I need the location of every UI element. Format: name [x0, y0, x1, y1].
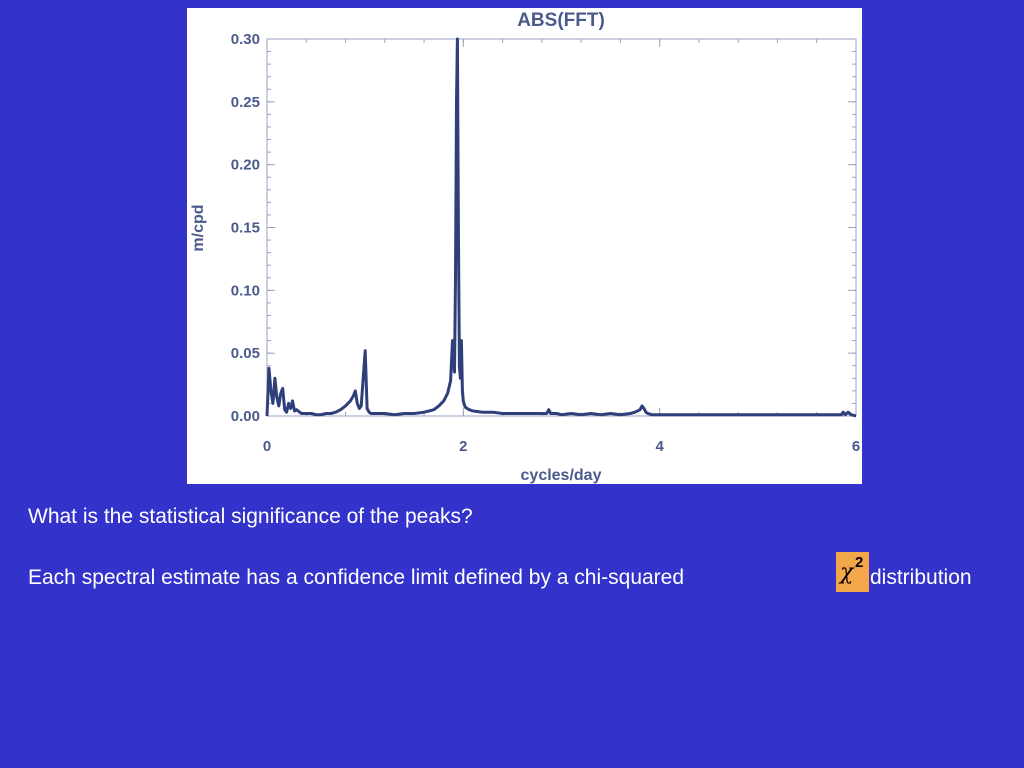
- statement-text: Each spectral estimate has a confidence …: [28, 566, 685, 589]
- chi-letter: χ: [840, 560, 854, 585]
- x-tick-label: 4: [655, 438, 664, 455]
- chart-title: ABS(FFT): [517, 10, 605, 31]
- chart-panel: ABS(FFT) 0.00 0.05 0.10 0.15 0.20 0.25 0.30 0 2…: [187, 8, 862, 484]
- y-tick-label: 0.20: [231, 157, 260, 174]
- distribution-word: distribution: [870, 566, 972, 589]
- y-tick-label: 0.10: [231, 282, 260, 299]
- y-tick-label: 0.25: [231, 94, 260, 111]
- x-axis-ticks: 0 2 4 6: [263, 39, 860, 455]
- y-axis-ticks: 0.00 0.05 0.10 0.15 0.20 0.25 0.30: [231, 31, 856, 425]
- x-tick-label: 2: [459, 438, 467, 455]
- plot-frame: [266, 38, 857, 417]
- x-axis-label: cycles/day: [521, 467, 602, 484]
- x-tick-label: 6: [852, 438, 860, 455]
- y-axis-label: m/cpd: [190, 204, 207, 251]
- y-tick-label: 0.05: [231, 345, 260, 362]
- question-text: What is the statistical significance of …: [28, 505, 473, 528]
- chi-squared-symbol: χ 2: [836, 552, 869, 592]
- chi-exponent: 2: [855, 554, 864, 571]
- y-tick-label: 0.30: [231, 31, 260, 48]
- spectrum-line: [265, 37, 857, 418]
- y-tick-label: 0.15: [231, 220, 260, 237]
- y-tick-label: 0.00: [231, 408, 260, 425]
- x-tick-label: 0: [263, 438, 271, 455]
- minor-ticks: [266, 38, 857, 417]
- fft-chart: ABS(FFT) 0.00 0.05 0.10 0.15 0.20 0.25 0.30 0 2…: [190, 10, 860, 484]
